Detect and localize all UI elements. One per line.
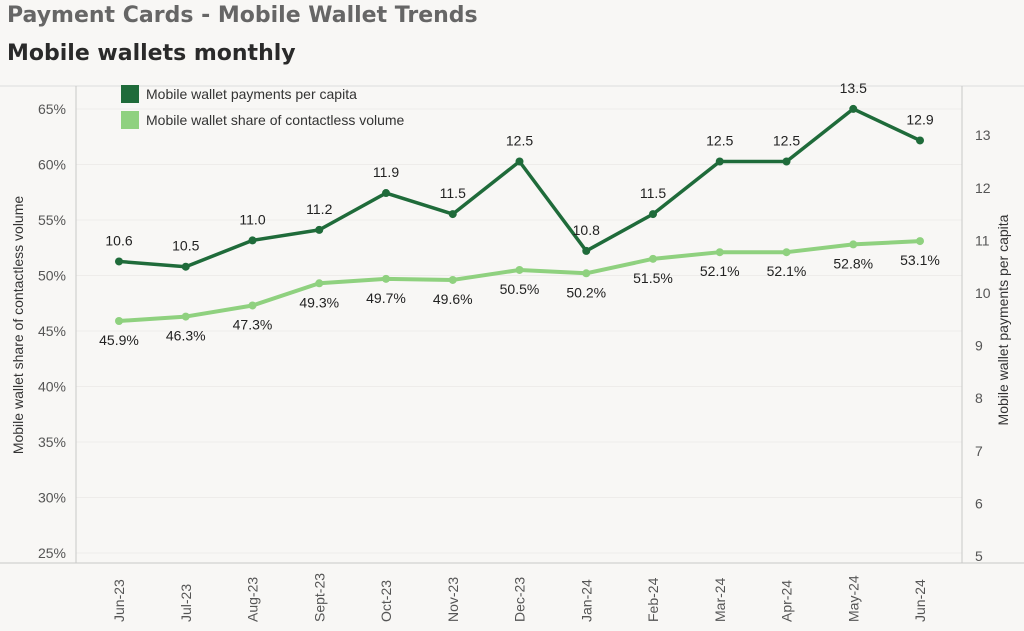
left-tick-label: 55%: [38, 212, 66, 228]
legend-swatch: [121, 111, 139, 129]
data-label: 52.8%: [833, 255, 873, 271]
data-label: 51.5%: [633, 270, 673, 286]
data-label: 11.5: [640, 185, 666, 201]
data-label: 12.5: [706, 133, 733, 149]
x-tick-label: Mar-24: [712, 577, 728, 622]
right-tick-label: 9: [975, 338, 983, 354]
data-point: [315, 225, 324, 234]
left-tick-label: 40%: [38, 379, 66, 395]
data-point: [849, 104, 858, 113]
data-point: [715, 248, 724, 257]
right-tick-label: 6: [975, 495, 983, 511]
data-label: 47.3%: [233, 316, 273, 332]
data-label: 12.5: [506, 133, 533, 149]
chart-title: Mobile wallets monthly: [7, 41, 296, 66]
legend-label: Mobile wallet payments per capita: [146, 86, 357, 102]
right-axis-title: Mobile wallet payments per capita: [995, 214, 1011, 425]
data-point: [582, 246, 591, 255]
data-label: 49.6%: [433, 291, 473, 307]
x-tick-label: Sept-23: [311, 573, 327, 622]
data-point: [248, 236, 257, 245]
data-label: 13.5: [840, 80, 867, 96]
data-point: [181, 262, 190, 271]
data-point: [115, 257, 123, 266]
right-tick-label: 8: [975, 390, 983, 406]
x-tick-label: Jan-24: [578, 579, 594, 622]
x-tick-label: Dec-23: [512, 577, 528, 622]
left-tick-label: 25%: [38, 545, 66, 561]
left-axis-title: Mobile wallet share of contactless volum…: [10, 196, 26, 455]
data-point: [916, 237, 924, 246]
data-label: 45.9%: [99, 332, 139, 348]
data-label: 50.5%: [500, 281, 540, 297]
data-point: [649, 254, 657, 263]
left-tick-label: 35%: [38, 434, 66, 450]
left-tick-label: 50%: [38, 268, 66, 284]
data-point: [181, 312, 190, 321]
data-point: [382, 274, 390, 283]
right-tick-label: 11: [975, 232, 990, 248]
data-point: [115, 317, 123, 326]
data-point: [248, 301, 257, 310]
data-label: 11.9: [373, 164, 399, 180]
x-tick-label: Oct-23: [378, 580, 394, 622]
left-tick-label: 45%: [38, 323, 66, 339]
right-tick-label: 10: [975, 285, 991, 301]
data-point: [315, 279, 324, 288]
data-point: [582, 269, 591, 278]
data-point: [448, 275, 457, 284]
left-tick-label: 30%: [38, 490, 66, 506]
data-label: 50.2%: [566, 284, 606, 300]
data-point: [515, 265, 524, 274]
x-tick-label: Jun-23: [111, 579, 127, 622]
x-tick-label: Apr-24: [779, 580, 795, 622]
data-point: [715, 157, 724, 166]
right-tick-label: 12: [975, 180, 991, 196]
left-tick-label: 65%: [38, 101, 66, 117]
x-tick-label: Nov-23: [445, 577, 461, 622]
data-label: 11.5: [440, 185, 466, 201]
x-tick-label: May-24: [845, 575, 861, 622]
x-tick-label: Feb-24: [645, 577, 661, 622]
data-point: [782, 157, 791, 166]
data-label: 10.8: [573, 222, 600, 238]
data-label: 10.5: [172, 238, 199, 254]
data-label: 12.5: [773, 133, 800, 149]
data-label: 49.3%: [299, 294, 339, 310]
data-point: [448, 210, 457, 219]
right-tick-label: 7: [975, 443, 983, 459]
right-tick-label: 5: [975, 548, 983, 564]
dashboard-title: Payment Cards - Mobile Wallet Trends: [7, 3, 478, 28]
data-label: 11.2: [306, 201, 332, 217]
data-label: 10.6: [105, 232, 132, 248]
data-label: 12.9: [906, 111, 933, 127]
data-label: 49.7%: [366, 290, 406, 306]
data-label: 53.1%: [900, 252, 940, 268]
data-label: 52.1%: [767, 263, 807, 279]
legend-swatch: [121, 85, 139, 103]
data-label: 52.1%: [700, 263, 740, 279]
data-point: [916, 136, 924, 145]
legend-label: Mobile wallet share of contactless volum…: [146, 112, 405, 128]
data-label: 11.0: [239, 211, 265, 227]
data-point: [782, 248, 791, 257]
data-point: [515, 157, 524, 166]
data-point: [382, 189, 390, 198]
data-label: 46.3%: [166, 328, 206, 344]
left-tick-label: 60%: [38, 157, 66, 173]
x-tick-label: Aug-23: [245, 577, 261, 622]
data-point: [649, 210, 657, 219]
x-tick-label: Jun-24: [912, 579, 928, 622]
x-tick-label: Jul-23: [178, 584, 194, 622]
data-point: [849, 240, 858, 249]
right-tick-label: 13: [975, 127, 991, 143]
